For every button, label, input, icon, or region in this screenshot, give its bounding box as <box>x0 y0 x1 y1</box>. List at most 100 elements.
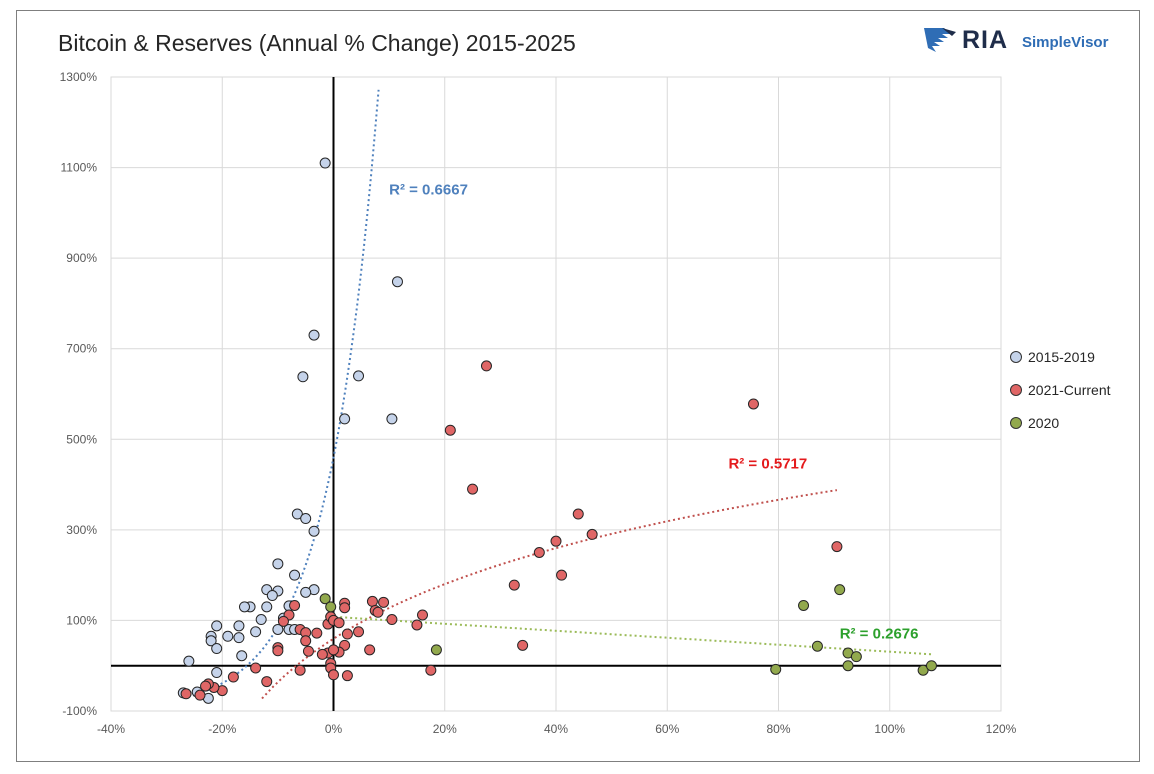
data-point-2021-current <box>277 615 289 627</box>
data-point-2021-current <box>586 528 598 540</box>
data-point-2015-2019 <box>272 558 284 570</box>
data-point-2015-2019 <box>291 508 303 520</box>
x-tick-label: 100% <box>874 722 905 736</box>
data-point-2021-current <box>378 596 390 608</box>
data-point-2021-current <box>289 599 301 611</box>
data-point-2021-current <box>311 627 323 639</box>
data-point-2021-current <box>508 579 520 591</box>
data-point-2015-2019 <box>205 635 217 647</box>
data-point-2020 <box>770 663 782 675</box>
data-point-2021-current <box>333 617 345 629</box>
data-point-2015-2019 <box>272 623 284 635</box>
data-point-2021-current <box>572 508 584 520</box>
data-point-2015-2019 <box>239 601 250 613</box>
data-point-2020 <box>430 644 442 656</box>
data-point-2021-current <box>444 424 456 436</box>
data-point-2015-2019 <box>255 614 267 626</box>
data-point-2021-current <box>364 644 376 656</box>
data-point-2015-2019 <box>386 413 398 425</box>
data-point-2021-current <box>533 547 545 558</box>
data-point-2015-2019 <box>233 620 245 632</box>
data-point-2015-2019 <box>353 370 365 382</box>
data-point-2015-2019 <box>233 632 245 644</box>
data-point-2021-current <box>366 595 378 607</box>
legend: 2015-2019 2021-Current 2020 <box>1010 340 1111 439</box>
data-point-2015-2019 <box>300 513 312 525</box>
x-tick-label: 120% <box>986 722 1017 736</box>
y-tick-label: 1100% <box>61 161 98 175</box>
x-tick-label: 40% <box>544 722 568 736</box>
data-point-2021-current <box>517 639 529 651</box>
data-point-2021-current <box>411 619 423 631</box>
data-point-2021-current <box>300 635 312 647</box>
x-tick-label: 60% <box>655 722 679 736</box>
data-point-2021-current <box>328 669 339 681</box>
data-point-2021-current <box>341 628 353 640</box>
data-point-2020 <box>842 660 854 672</box>
y-tick-label: 500% <box>66 432 97 446</box>
data-point-2015-2019 <box>300 586 312 598</box>
data-point-2021-current <box>372 606 384 618</box>
r-squared-label: R² = 0.2676 <box>840 626 919 643</box>
data-point-2020 <box>850 651 862 663</box>
chart-frame <box>16 10 1140 762</box>
data-point-2015-2019 <box>319 157 331 169</box>
r-squared-label: R² = 0.5717 <box>728 456 807 473</box>
data-point-2021-current <box>480 360 492 372</box>
y-tick-label: 900% <box>66 251 97 265</box>
trendline-2021-current <box>261 489 838 700</box>
data-point-2021-current <box>227 671 239 683</box>
data-point-2020 <box>917 664 929 676</box>
data-point-2015-2019 <box>261 601 273 613</box>
y-tick-label: 100% <box>66 613 97 627</box>
data-point-2021-current <box>341 670 353 682</box>
data-point-2021-current <box>417 609 428 621</box>
data-point-2015-2019 <box>211 620 223 632</box>
data-point-2015-2019 <box>308 329 320 341</box>
data-point-2015-2019 <box>236 650 248 662</box>
x-tick-label: 20% <box>433 722 457 736</box>
data-point-2020 <box>834 584 846 596</box>
data-point-2020 <box>925 660 937 672</box>
legend-label: 2021-Current <box>1028 381 1111 398</box>
data-point-2021-current <box>339 602 351 614</box>
data-point-2015-2019 <box>391 276 403 288</box>
logo-product-text: SimpleVisor <box>1022 34 1109 51</box>
legend-item-2021-current: 2021-Current <box>1010 373 1111 406</box>
data-point-2015-2019 <box>339 413 351 425</box>
data-point-2021-current <box>261 676 273 688</box>
data-point-2021-current <box>328 644 339 656</box>
legend-swatch-2015-2019 <box>1010 350 1022 363</box>
x-tick-label: 80% <box>766 722 790 736</box>
data-point-2021-current <box>302 645 314 657</box>
data-point-2020 <box>325 601 337 613</box>
data-point-2021-current <box>425 664 437 676</box>
data-point-2015-2019 <box>289 569 301 581</box>
data-point-2020 <box>798 599 810 611</box>
data-point-2021-current <box>747 398 759 410</box>
y-tick-label: -100% <box>62 704 97 718</box>
brand-logo: RIA SimpleVisor <box>922 24 1122 58</box>
legend-label: 2015-2019 <box>1028 348 1095 365</box>
x-tick-label: -20% <box>208 722 236 736</box>
data-point-2021-current <box>386 614 398 626</box>
data-point-2021-current <box>294 664 306 676</box>
data-point-2015-2019 <box>183 655 195 667</box>
data-point-2021-current <box>250 662 262 674</box>
data-point-2021-current <box>200 680 212 692</box>
data-point-2021-current <box>831 541 843 553</box>
data-point-2015-2019 <box>308 525 320 537</box>
x-tick-label: -40% <box>97 722 125 736</box>
y-tick-label: 300% <box>66 523 97 537</box>
legend-item-2020: 2020 <box>1010 406 1111 439</box>
data-point-2021-current <box>272 645 284 657</box>
legend-item-2015-2019: 2015-2019 <box>1010 340 1111 373</box>
data-point-2015-2019 <box>250 626 262 638</box>
data-point-2015-2019 <box>222 630 234 642</box>
legend-swatch-2020 <box>1010 416 1022 429</box>
logo-brand-text: RIA <box>962 26 1009 54</box>
legend-label: 2020 <box>1028 414 1060 431</box>
r-squared-label: R² = 0.6667 <box>389 182 468 199</box>
y-tick-label: 700% <box>66 342 97 356</box>
